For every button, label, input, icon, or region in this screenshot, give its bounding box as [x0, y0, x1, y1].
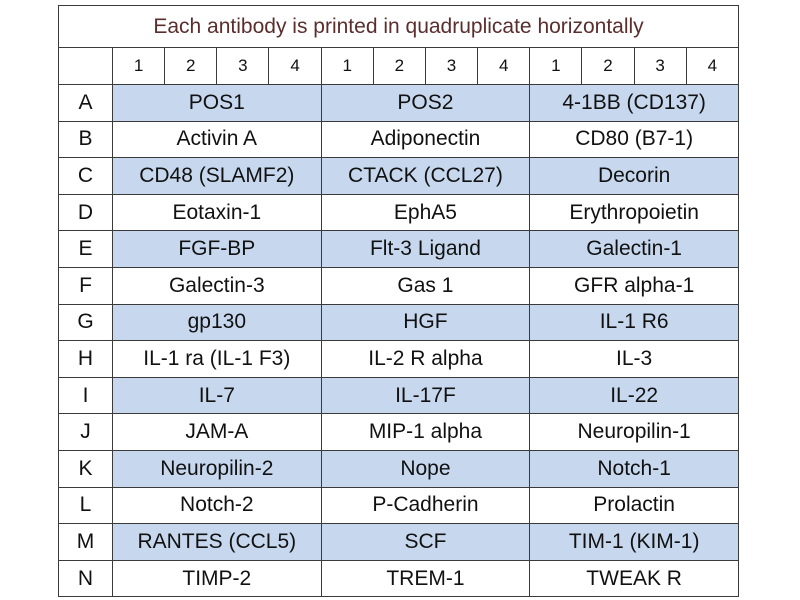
antibody-cell: Prolactin: [529, 486, 740, 525]
row-label: F: [58, 266, 113, 305]
antibody-cell: Galectin-1: [529, 230, 740, 268]
antibody-cell: Notch-1: [529, 449, 740, 488]
row-label: N: [58, 559, 113, 598]
antibody-cell: P-Cadherin: [320, 486, 531, 525]
row-label: M: [58, 523, 113, 561]
antibody-cell: CD48 (SLAMF2): [112, 157, 322, 195]
table-row: J JAM-A MIP-1 alpha Neuropilin-1: [58, 413, 740, 451]
antibody-cell: TIM-1 (KIM-1): [529, 523, 740, 561]
table-row: H IL-1 ra (IL-1 F3) IL-2 R alpha IL-3: [58, 340, 740, 378]
column-number: 1: [529, 47, 583, 85]
antibody-cell: Flt-3 Ligand: [320, 230, 531, 268]
row-label: C: [58, 157, 113, 195]
row-label: B: [58, 120, 113, 159]
column-number: 3: [633, 47, 687, 85]
antibody-cell: Decorin: [529, 157, 740, 195]
antibody-cell: IL-22: [529, 376, 740, 415]
corner-cell: [58, 47, 113, 85]
table-row: M RANTES (CCL5) SCF TIM-1 (KIM-1): [58, 523, 740, 561]
table-row: N TIMP-2 TREM-1 TWEAK R: [58, 559, 740, 598]
table-row: E FGF-BP Flt-3 Ligand Galectin-1: [58, 230, 740, 268]
antibody-cell: SCF: [320, 523, 531, 561]
table-row: D Eotaxin-1 EphA5 Erythropoietin: [58, 193, 740, 232]
row-label: K: [58, 449, 113, 488]
column-number: 4: [477, 47, 531, 85]
column-number: 1: [111, 47, 166, 85]
antibody-cell: IL-3: [529, 340, 740, 378]
antibody-cell: 4-1BB (CD137): [529, 84, 740, 122]
antibody-cell: MIP-1 alpha: [320, 413, 531, 451]
antibody-cell: TREM-1: [320, 559, 531, 598]
antibody-cell: IL-2 R alpha: [320, 340, 531, 378]
antibody-cell: IL-1 ra (IL-1 F3): [112, 340, 322, 378]
column-number: 3: [216, 47, 270, 85]
antibody-cell: IL-7: [112, 376, 322, 415]
column-number: 2: [372, 47, 426, 85]
antibody-cell: RANTES (CCL5): [112, 523, 322, 561]
antibody-cell: gp130: [112, 303, 322, 342]
table-title: Each antibody is printed in quadruplicat…: [57, 5, 740, 48]
column-number: 1: [320, 47, 374, 85]
row-label: L: [58, 486, 113, 525]
row-label: A: [58, 84, 113, 122]
antibody-cell: POS2: [320, 84, 531, 122]
antibody-cell: CTACK (CCL27): [320, 157, 531, 195]
antibody-cell: Neuropilin-2: [112, 449, 322, 488]
table-row: L Notch-2 P-Cadherin Prolactin: [58, 486, 740, 525]
table-row: I IL-7 IL-17F IL-22: [58, 376, 740, 415]
column-number: 2: [164, 47, 218, 85]
antibody-cell: CD80 (B7-1): [529, 120, 740, 159]
row-label: D: [58, 193, 113, 232]
row-label: E: [58, 230, 113, 268]
antibody-cell: Adiponectin: [320, 120, 531, 159]
antibody-cell: FGF-BP: [112, 230, 322, 268]
table-row: C CD48 (SLAMF2) CTACK (CCL27) Decorin: [58, 157, 740, 195]
column-number: 3: [424, 47, 479, 85]
antibody-cell: HGF: [320, 303, 531, 342]
row-label: J: [58, 413, 113, 451]
table-row: A POS1 POS2 4-1BB (CD137): [58, 84, 740, 122]
table-row: B Activin A Adiponectin CD80 (B7-1): [58, 120, 740, 159]
antibody-cell: POS1: [112, 84, 322, 122]
table-row: K Neuropilin-2 Nope Notch-1: [58, 449, 740, 488]
antibody-cell: Activin A: [112, 120, 322, 159]
antibody-cell: TWEAK R: [529, 559, 740, 598]
column-number: 2: [581, 47, 635, 85]
row-label: G: [58, 303, 113, 342]
antibody-cell: GFR alpha-1: [529, 266, 740, 305]
antibody-cell: EphA5: [320, 193, 531, 232]
antibody-cell: Neuropilin-1: [529, 413, 740, 451]
row-label: H: [58, 340, 113, 378]
antibody-cell: Erythropoietin: [529, 193, 740, 232]
antibody-cell: IL-17F: [320, 376, 531, 415]
row-label: I: [58, 376, 113, 415]
column-number: 4: [685, 47, 740, 85]
column-number: 4: [268, 47, 322, 85]
title-row: Each antibody is printed in quadruplicat…: [57, 5, 740, 48]
antibody-cell: IL-1 R6: [529, 303, 740, 342]
antibody-cell: Nope: [320, 449, 531, 488]
antibody-cell: Notch-2: [112, 486, 322, 525]
antibody-cell: Galectin-3: [112, 266, 322, 305]
antibody-cell: JAM-A: [112, 413, 322, 451]
antibody-cell: Gas 1: [320, 266, 531, 305]
antibody-cell: Eotaxin-1: [112, 193, 322, 232]
table-row: F Galectin-3 Gas 1 GFR alpha-1: [58, 266, 740, 305]
antibody-cell: TIMP-2: [112, 559, 322, 598]
antibody-table: Each antibody is printed in quadruplicat…: [57, 5, 740, 598]
